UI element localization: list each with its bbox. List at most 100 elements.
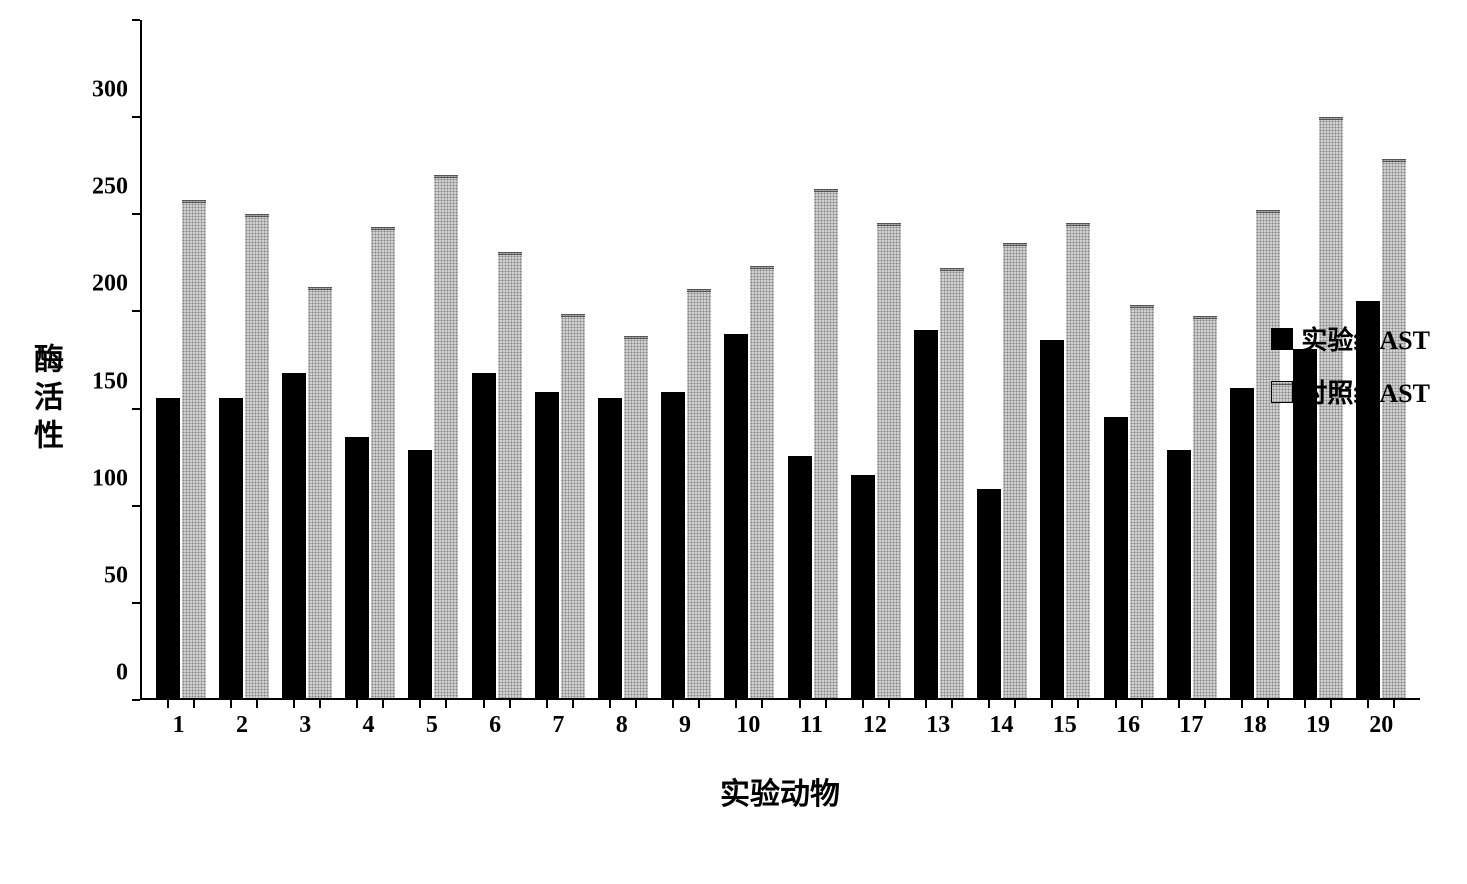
x-tick-label: 14 [971, 712, 1032, 739]
y-tick-label: 0 [116, 660, 128, 687]
bar-experimental [156, 398, 180, 698]
bar-experimental [408, 450, 432, 698]
bar-control [1256, 210, 1280, 698]
x-tick-mark [862, 700, 864, 708]
bar-control [1130, 305, 1154, 698]
bar-control [1382, 159, 1406, 698]
bar-experimental [914, 330, 938, 698]
bar-control [434, 175, 458, 698]
bar-group [908, 20, 969, 698]
bar-experimental [472, 373, 496, 698]
bars-container [142, 20, 1420, 698]
y-tick-mark [132, 602, 140, 604]
bar-experimental [1167, 450, 1191, 698]
x-tick-mark [761, 700, 763, 708]
bar-group [276, 20, 337, 698]
bar-experimental [788, 456, 812, 698]
bar-group [1161, 20, 1222, 698]
x-tick-label: 9 [654, 712, 715, 739]
chart-main: 050100150200250300350 123456789101112131… [70, 20, 1420, 864]
y-axis-ticks: 050100150200250300350 [70, 20, 140, 700]
x-tick-mark [483, 700, 485, 708]
x-tick-mark [256, 700, 258, 708]
bar-experimental [219, 398, 243, 698]
x-tick-label: 3 [275, 712, 336, 739]
bar-experimental [851, 475, 875, 698]
x-tick-label: 17 [1161, 712, 1222, 739]
bar-group [972, 20, 1033, 698]
y-tick-label: 250 [92, 174, 128, 201]
x-tick-mark [1077, 700, 1079, 708]
bar-experimental [1104, 417, 1128, 698]
x-tick-mark [546, 700, 548, 708]
bar-control [687, 289, 711, 698]
x-tick-mark [1267, 700, 1269, 708]
bar-control [245, 214, 269, 698]
bar-control [877, 223, 901, 698]
y-tick-label: 150 [92, 368, 128, 395]
bar-control [371, 227, 395, 698]
x-tick-mark [951, 700, 953, 708]
bar-experimental [661, 392, 685, 698]
legend: 实验组AST 对照组AST [1271, 320, 1430, 410]
legend-swatch-light [1271, 381, 1293, 403]
ast-bar-chart: 酶活性 050100150200250300350 12345678910111… [20, 20, 1420, 864]
x-tick-mark [1051, 700, 1053, 708]
x-tick-label: 1 [148, 712, 209, 739]
x-tick-label: 15 [1034, 712, 1095, 739]
x-tick-mark [1393, 700, 1395, 708]
x-tick-mark [799, 700, 801, 708]
bar-control [182, 200, 206, 698]
bar-control [561, 314, 585, 698]
bar-control [308, 287, 332, 698]
x-tick-mark [167, 700, 169, 708]
bar-experimental [282, 373, 306, 698]
y-tick-mark [132, 310, 140, 312]
x-tick-mark [1304, 700, 1306, 708]
y-tick-label: 100 [92, 465, 128, 492]
x-tick-mark [509, 700, 511, 708]
bar-group [719, 20, 780, 698]
x-axis-title-text: 实验动物 [720, 778, 840, 811]
bar-control [498, 252, 522, 698]
plot-area [140, 20, 1420, 700]
x-tick-mark [1141, 700, 1143, 708]
bar-control [750, 266, 774, 698]
bar-control [1066, 223, 1090, 698]
x-tick-mark [735, 700, 737, 708]
x-tick-mark [382, 700, 384, 708]
bar-experimental [345, 437, 369, 699]
x-tick-label: 6 [464, 712, 525, 739]
x-tick-label: 16 [1097, 712, 1158, 739]
bar-group [656, 20, 717, 698]
bar-group [466, 20, 527, 698]
y-tick-mark [132, 408, 140, 410]
x-tick-label: 10 [718, 712, 779, 739]
x-tick-mark [445, 700, 447, 708]
x-tick-mark [1367, 700, 1369, 708]
bar-group [213, 20, 274, 698]
x-tick-mark [988, 700, 990, 708]
bar-experimental [535, 392, 559, 698]
x-tick-label: 11 [781, 712, 842, 739]
x-tick-label: 19 [1287, 712, 1348, 739]
x-tick-mark [635, 700, 637, 708]
x-tick-mark [888, 700, 890, 708]
x-tick-mark [825, 700, 827, 708]
x-tick-mark [1241, 700, 1243, 708]
x-tick-label: 4 [338, 712, 399, 739]
y-tick-label: 300 [92, 77, 128, 104]
bar-control [940, 268, 964, 698]
x-tick-mark [672, 700, 674, 708]
bar-group [845, 20, 906, 698]
x-tick-mark [419, 700, 421, 708]
y-tick-mark [132, 699, 140, 701]
x-tick-mark [230, 700, 232, 708]
y-tick-mark [132, 505, 140, 507]
bar-experimental [1230, 388, 1254, 698]
bar-control [1003, 243, 1027, 698]
x-tick-label: 2 [211, 712, 272, 739]
x-tick-mark [1115, 700, 1117, 708]
x-tick-mark [1204, 700, 1206, 708]
y-axis-label: 酶活性 [20, 100, 70, 700]
